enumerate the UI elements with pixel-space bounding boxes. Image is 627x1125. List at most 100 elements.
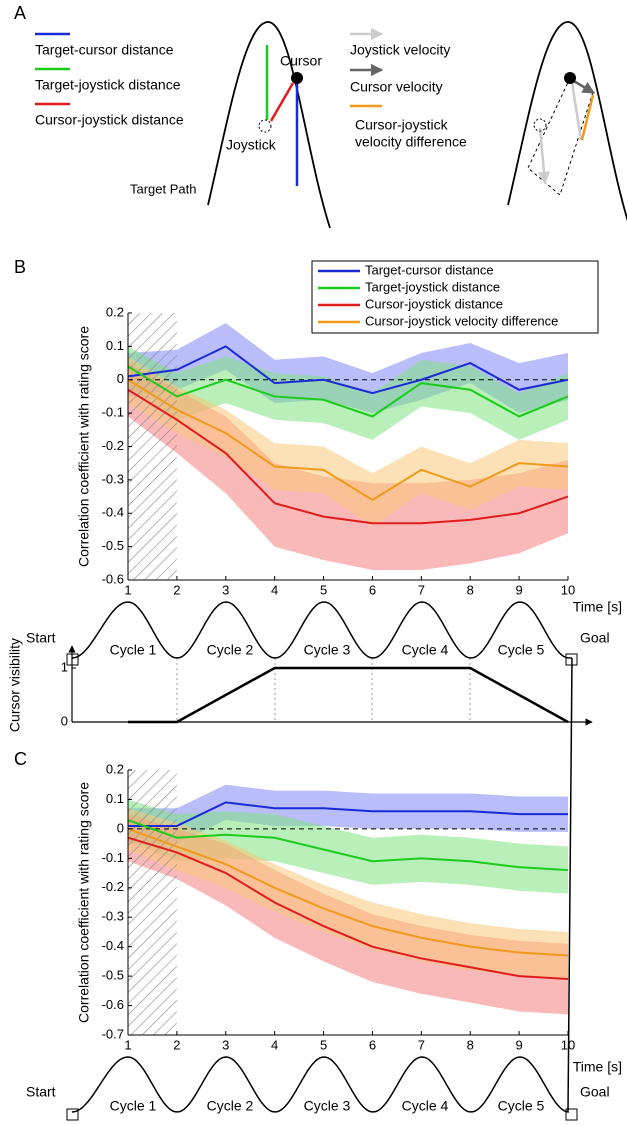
y-tick-label: -0.5 <box>102 968 124 983</box>
y-tick-label: -0.2 <box>102 438 124 453</box>
chart: 0 1 Cursor visibility <box>7 638 593 732</box>
data-line <box>127 827 569 957</box>
y-tick-label: -0.4 <box>102 505 124 520</box>
goal-label: Goal <box>580 630 610 646</box>
y-tick-label: 0.1 <box>106 791 124 806</box>
hatched-region <box>128 313 177 580</box>
target-path <box>207 21 331 229</box>
x-tick-label: 7 <box>418 582 425 597</box>
joystick-dot <box>258 119 272 133</box>
cycle-diagram: Start Goal Cycle 1 Cycle 2 Cycle 3 Cycle… <box>26 630 610 666</box>
y-tick-label: 1 <box>61 659 68 674</box>
cycle-label: Cycle 5 <box>498 1098 545 1114</box>
cycle-wave <box>71 601 573 659</box>
y-axis-label: Correlation coefficient with rating scor… <box>76 782 92 1023</box>
legend-text: velocity difference <box>355 134 467 150</box>
x-tick-label: 10 <box>561 582 575 597</box>
error-band <box>128 356 568 527</box>
legend-text: Joystick velocity <box>350 42 450 58</box>
x-tick-label: 2 <box>173 1037 180 1052</box>
x-tick-label: 8 <box>467 582 474 597</box>
x-tick-label: 3 <box>222 1037 229 1052</box>
legend-text: Target-cursor distance <box>35 42 174 58</box>
data-line <box>127 388 569 525</box>
cycle-diagram: Start Goal Cycle 1 Cycle 2 Cycle 3 Cycle… <box>26 1084 610 1121</box>
legend: Target-cursor distance Target-joystick di… <box>311 260 599 334</box>
start-label: Start <box>26 1084 56 1100</box>
error-band <box>128 784 568 844</box>
target-path-label: Target Path <box>130 181 197 196</box>
velocity-arrow <box>571 78 596 95</box>
panel-label: C <box>14 749 27 769</box>
legend-text: Cursor-joystick velocity difference <box>365 313 558 328</box>
data-line <box>128 801 568 827</box>
target-path <box>507 21 627 222</box>
x-tick-label: 1 <box>124 582 131 597</box>
data-line <box>127 819 569 872</box>
distance-line <box>269 82 295 122</box>
y-tick-label: -0.4 <box>102 938 124 953</box>
x-tick-label: 6 <box>369 1037 376 1052</box>
velocity-arrow <box>570 81 583 141</box>
y-tick-label: 0 <box>61 713 68 728</box>
cursor-dot <box>564 72 576 84</box>
x-tick-label: 4 <box>271 1037 278 1052</box>
y-tick-label: -0.5 <box>102 538 124 553</box>
x-tick-label: 4 <box>271 582 278 597</box>
x-axis-label: Time [s] <box>573 1059 622 1075</box>
x-tick-label: 8 <box>467 1037 474 1052</box>
goal-label: Goal <box>580 1084 610 1100</box>
panel-label: B <box>14 257 26 277</box>
x-tick-label: 7 <box>418 1037 425 1052</box>
panel-a: A Target-cursor distance Target-joystick… <box>14 3 627 229</box>
x-tick-label: 9 <box>515 582 522 597</box>
goal-box <box>565 1108 578 1121</box>
y-tick-label: -0.2 <box>102 879 124 894</box>
data-line <box>127 365 569 418</box>
y-tick-label: -0.1 <box>102 850 124 865</box>
panel-label: A <box>14 3 26 23</box>
y-tick-label: -0.6 <box>102 571 124 586</box>
x-tick-label: 1 <box>124 1037 131 1052</box>
error-band <box>128 363 568 570</box>
velocity-arrow <box>537 127 551 185</box>
y-axis-label: Correlation coefficient with rating scor… <box>76 326 92 567</box>
cycle-label: Cycle 1 <box>110 1098 157 1114</box>
data-line <box>128 666 569 724</box>
cycle-label: Cycle 1 <box>110 642 157 658</box>
joystick-label: Joystick <box>226 137 277 153</box>
cycle-label: Cycle 4 <box>402 642 449 658</box>
chart: C -0.7 -0.6 -0.5 -0.4 -0.3 -0.2 -0.1 0 0.1 0.2 1 2 3 4… <box>14 749 622 1075</box>
data-line <box>127 345 569 395</box>
x-tick-label: 9 <box>515 1037 522 1052</box>
x-tick-label: 2 <box>173 582 180 597</box>
cycle-label: Cycle 4 <box>402 1098 449 1114</box>
legend-text: Cursor-joystick distance <box>35 112 184 128</box>
x-tick-label: 5 <box>320 1037 327 1052</box>
y-tick-label: 0 <box>117 371 124 386</box>
x-tick-label: 3 <box>222 582 229 597</box>
legend-text: Cursor-joystick distance <box>365 296 503 311</box>
y-tick-label: -0.7 <box>102 1026 124 1041</box>
chart: B -0.6 -0.5 -0.4 -0.3 -0.2 -0.1 0 0.1 0.2 1 2 3 4 5 6 7 8… <box>14 257 622 615</box>
error-band <box>128 799 568 894</box>
x-tick-label: 10 <box>561 1037 575 1052</box>
data-line <box>127 378 569 502</box>
legend-text: Target-joystick distance <box>35 77 181 93</box>
x-tick-label: 6 <box>369 582 376 597</box>
legend-text: Target-joystick distance <box>365 279 500 294</box>
y-tick-label: -0.6 <box>102 997 124 1012</box>
cursor-label: Cursor <box>280 53 322 69</box>
error-band <box>128 808 568 980</box>
cursor-dot <box>291 72 303 84</box>
cycle-wave <box>71 657 573 1113</box>
hatched-region <box>128 770 177 1035</box>
y-tick-label: -0.1 <box>102 405 124 420</box>
cycle-label: Cycle 2 <box>207 1098 254 1114</box>
x-tick-label: 5 <box>320 582 327 597</box>
y-axis-label: Cursor visibility <box>7 638 23 732</box>
y-tick-label: -0.3 <box>102 471 124 486</box>
joystick-dot <box>533 118 547 132</box>
x-axis-label: Time [s] <box>573 599 622 615</box>
error-band <box>128 346 568 440</box>
